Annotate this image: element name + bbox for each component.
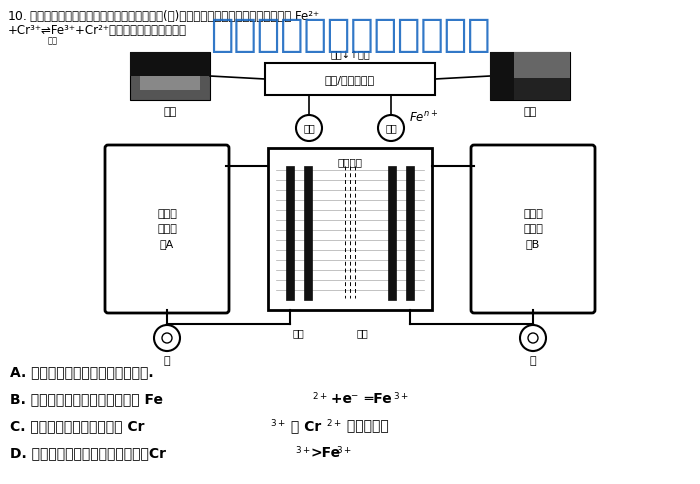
Circle shape (296, 115, 322, 141)
Text: 负载: 负载 (524, 107, 537, 117)
Text: $^{3+}$: $^{3+}$ (295, 446, 311, 459)
Text: $^{3+}$: $^{3+}$ (270, 419, 286, 432)
Text: 负极: 负极 (385, 123, 397, 133)
Bar (268, 148, 432, 310)
Circle shape (378, 115, 404, 141)
Text: 微信公众号关注：趣找答案: 微信公众号关注：趣找答案 (210, 16, 490, 54)
Text: $^{2+}$: $^{2+}$ (326, 419, 342, 432)
Text: 隔膜: 隔膜 (356, 328, 368, 338)
Circle shape (520, 325, 546, 351)
Text: 正极电
解质溶
液A: 正极电 解质溶 液A (157, 209, 177, 249)
Circle shape (154, 325, 180, 351)
Text: 电池单元: 电池单元 (337, 157, 363, 167)
Bar (490, 52, 514, 100)
Bar (406, 166, 414, 300)
Text: 的相互转化: 的相互转化 (342, 419, 389, 433)
Bar (265, 63, 435, 95)
Text: 充电↓↑放电: 充电↓↑放电 (330, 50, 370, 60)
Circle shape (162, 333, 172, 343)
Text: B. 储能时原正极上的电极反应为 Fe: B. 储能时原正极上的电极反应为 Fe (10, 392, 163, 406)
Text: $^{3+}$: $^{3+}$ (336, 446, 352, 459)
Text: ═Fe: ═Fe (360, 392, 392, 406)
Text: 放电: 放电 (48, 36, 58, 45)
Bar (388, 166, 396, 300)
Text: 电极: 电极 (292, 328, 304, 338)
Text: 交流/直流变换器: 交流/直流变换器 (325, 75, 375, 85)
Text: D. 在相同条件下，离子的氧化性：Cr: D. 在相同条件下，离子的氧化性：Cr (10, 446, 166, 460)
Text: $^{3+}$: $^{3+}$ (393, 392, 409, 405)
Text: 铁一钓液流电池是近年新投产、较好利用储(放)能技术的新型电池。该电池总反应为 Fe²⁺: 铁一钓液流电池是近年新投产、较好利用储(放)能技术的新型电池。该电池总反应为 F… (30, 10, 319, 23)
Text: 负极电
解质溶
液B: 负极电 解质溶 液B (523, 209, 543, 249)
Bar (304, 166, 312, 300)
Bar (514, 78, 570, 100)
Circle shape (528, 333, 538, 343)
FancyBboxPatch shape (471, 145, 595, 313)
Text: 泵: 泵 (164, 356, 170, 366)
Text: $Fe^{n+}$: $Fe^{n+}$ (409, 110, 438, 126)
Bar (140, 76, 200, 91)
Bar (286, 166, 294, 300)
Text: +e: +e (326, 392, 352, 406)
Text: 正极: 正极 (303, 123, 315, 133)
Text: $^{-}$: $^{-}$ (350, 392, 358, 405)
Text: C. 正极区电解质溶液中存在 Cr: C. 正极区电解质溶液中存在 Cr (10, 419, 144, 433)
Bar (130, 52, 210, 100)
Bar (490, 52, 570, 100)
Text: >Fe: >Fe (310, 446, 340, 460)
FancyBboxPatch shape (105, 145, 229, 313)
Text: A. 放电时正极电解质溶液酸性增强.: A. 放电时正极电解质溶液酸性增强. (10, 365, 153, 379)
Text: 发电: 发电 (163, 107, 176, 117)
Text: 10.: 10. (8, 10, 28, 23)
Text: $^{2+}$: $^{2+}$ (312, 392, 328, 405)
Bar (130, 52, 210, 76)
Text: +Cr³⁺⇌Fe³⁺+Cr²⁺。下列有关说法正确的是: +Cr³⁺⇌Fe³⁺+Cr²⁺。下列有关说法正确的是 (8, 24, 187, 37)
Text: 泵: 泵 (530, 356, 536, 366)
Text: 与 Cr: 与 Cr (286, 419, 321, 433)
Bar (514, 52, 570, 78)
